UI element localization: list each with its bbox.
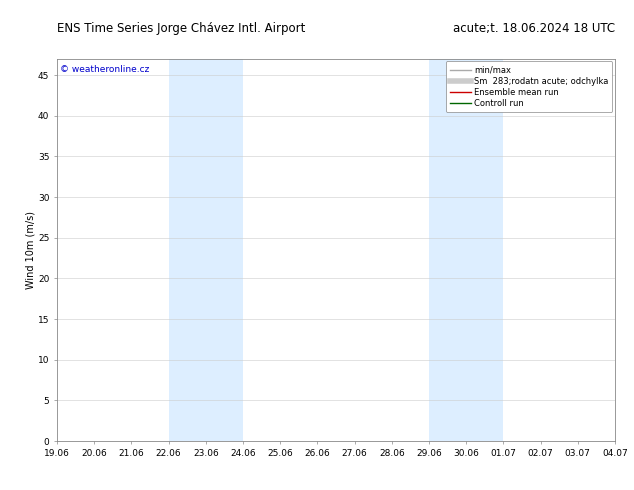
Y-axis label: Wind 10m (m/s): Wind 10m (m/s) (25, 211, 35, 289)
Bar (429, 59, 503, 441)
Bar (169, 59, 243, 441)
Text: acute;t. 18.06.2024 18 UTC: acute;t. 18.06.2024 18 UTC (453, 22, 615, 35)
Text: © weatheronline.cz: © weatheronline.cz (60, 65, 149, 74)
Text: ENS Time Series Jorge Chávez Intl. Airport: ENS Time Series Jorge Chávez Intl. Airpo… (57, 22, 306, 35)
Legend: min/max, Sm  283;rodatn acute; odchylka, Ensemble mean run, Controll run: min/max, Sm 283;rodatn acute; odchylka, … (446, 61, 612, 112)
